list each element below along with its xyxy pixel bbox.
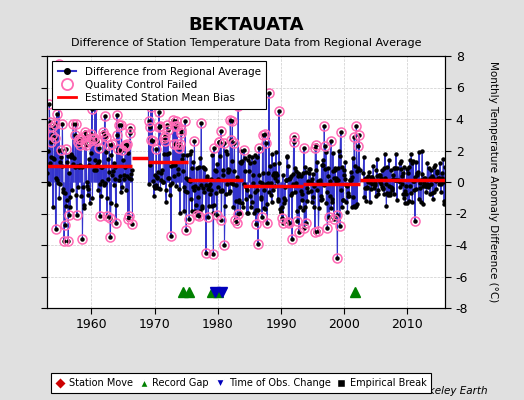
Y-axis label: Monthly Temperature Anomaly Difference (°C): Monthly Temperature Anomaly Difference (… — [488, 61, 498, 303]
Text: Difference of Station Temperature Data from Regional Average: Difference of Station Temperature Data f… — [71, 38, 421, 48]
Text: BEKTAUATA: BEKTAUATA — [189, 16, 304, 34]
Text: Berkeley Earth: Berkeley Earth — [411, 386, 487, 396]
Legend: Station Move, Record Gap, Time of Obs. Change, Empirical Break: Station Move, Record Gap, Time of Obs. C… — [51, 374, 431, 393]
Legend: Difference from Regional Average, Quality Control Failed, Estimated Station Mean: Difference from Regional Average, Qualit… — [52, 61, 266, 108]
